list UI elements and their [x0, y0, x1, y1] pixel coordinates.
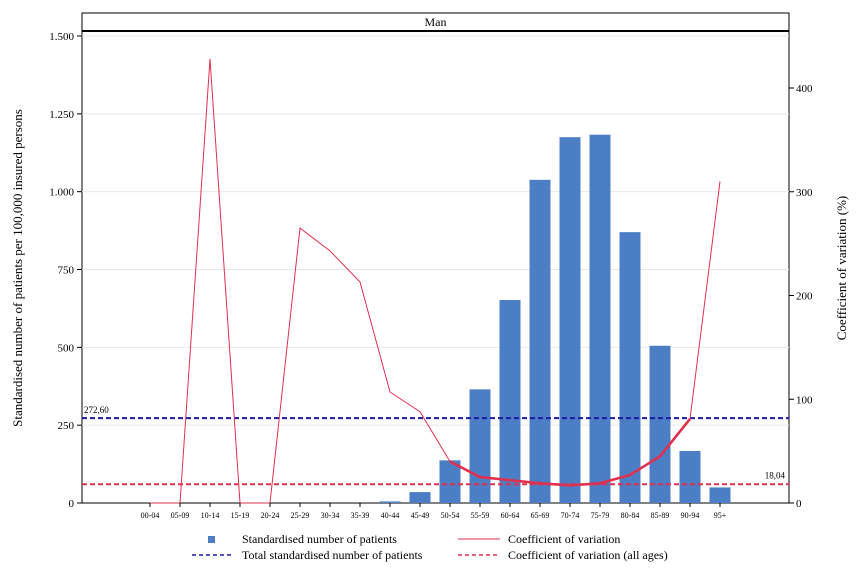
x-tick-label: 65-69 [531, 511, 550, 520]
panel-title: Man [425, 15, 447, 29]
x-tick-label: 10-14 [201, 511, 220, 520]
reference-lines: 272,60 18,04 [82, 405, 789, 486]
reference-line-label: 272,60 [84, 405, 109, 415]
y-tick-label-left: 1.000 [49, 187, 74, 199]
x-tick-label: 00-04 [141, 511, 160, 520]
x-tick-label: 05-09 [171, 511, 190, 520]
legend-label: Coefficient of variation [508, 532, 620, 546]
y-tick-label-left: 1.250 [49, 109, 74, 121]
bar [679, 451, 701, 503]
legend-swatch-bars [208, 536, 215, 543]
bar [589, 134, 611, 503]
y-tick-label-left: 0 [69, 498, 75, 510]
y-tick-label-right: 300 [796, 187, 813, 199]
legend-label: Total standardised number of patients [242, 548, 423, 562]
legend-label: Standardised number of patients [242, 532, 397, 546]
bar [409, 492, 431, 503]
x-tick-label: 95+ [714, 511, 727, 520]
x-tick-label: 50-54 [441, 511, 460, 520]
y-axis-right: 0 100 200 300 400 [789, 83, 813, 510]
y-axis-title-right: Coefficient of variation (%) [834, 196, 849, 341]
y-tick-label-right: 0 [796, 498, 802, 510]
x-tick-label: 35-39 [351, 511, 370, 520]
legend: Standardised number of patients Coefficie… [192, 532, 668, 562]
x-tick-label: 85-89 [651, 511, 670, 520]
bar [529, 179, 551, 503]
x-tick-label: 30-34 [321, 511, 340, 520]
bar [499, 300, 521, 503]
x-tick-label: 60-64 [501, 511, 520, 520]
x-tick-label: 20-24 [261, 511, 280, 520]
x-tick-label: 15-19 [231, 511, 250, 520]
plot-frame [81, 12, 790, 504]
reference-line-label: 18,04 [765, 470, 786, 480]
y-tick-label-right: 100 [796, 394, 813, 406]
bar [439, 460, 461, 503]
bar [469, 389, 491, 503]
bar [709, 487, 731, 503]
bar [559, 137, 581, 503]
x-tick-label: 70-74 [561, 511, 580, 520]
x-tick-label: 75-79 [591, 511, 610, 520]
y-tick-label-left: 250 [58, 420, 75, 432]
y-tick-label-left: 750 [58, 265, 75, 277]
cv-line-emphasized [449, 418, 692, 487]
bar-series [379, 134, 731, 503]
y-tick-label-left: 500 [58, 342, 75, 354]
line-series [150, 58, 721, 504]
y-tick-label-right: 400 [796, 83, 813, 95]
y-axis-title-left: Standardised number of patients per 100,… [10, 109, 25, 427]
x-tick-label: 25-29 [291, 511, 310, 520]
gridlines [82, 35, 789, 426]
y-axis-left: 0 250 500 750 1.000 1.250 1.500 [49, 31, 82, 510]
x-tick-label: 45-49 [411, 511, 430, 520]
y-tick-label-left: 1.500 [49, 31, 74, 43]
bar [649, 345, 671, 503]
x-tick-label: 90-94 [681, 511, 700, 520]
x-axis: 00-04 05-09 10-14 15-19 20-24 25-29 30-34 35-39… [141, 503, 727, 520]
legend-label: Coefficient of variation (all ages) [508, 548, 668, 562]
x-tick-label: 40-44 [381, 511, 400, 520]
bar [379, 501, 401, 503]
bar [619, 232, 641, 503]
x-tick-label: 55-59 [471, 511, 490, 520]
y-tick-label-right: 200 [796, 291, 813, 303]
x-tick-label: 80-84 [621, 511, 640, 520]
